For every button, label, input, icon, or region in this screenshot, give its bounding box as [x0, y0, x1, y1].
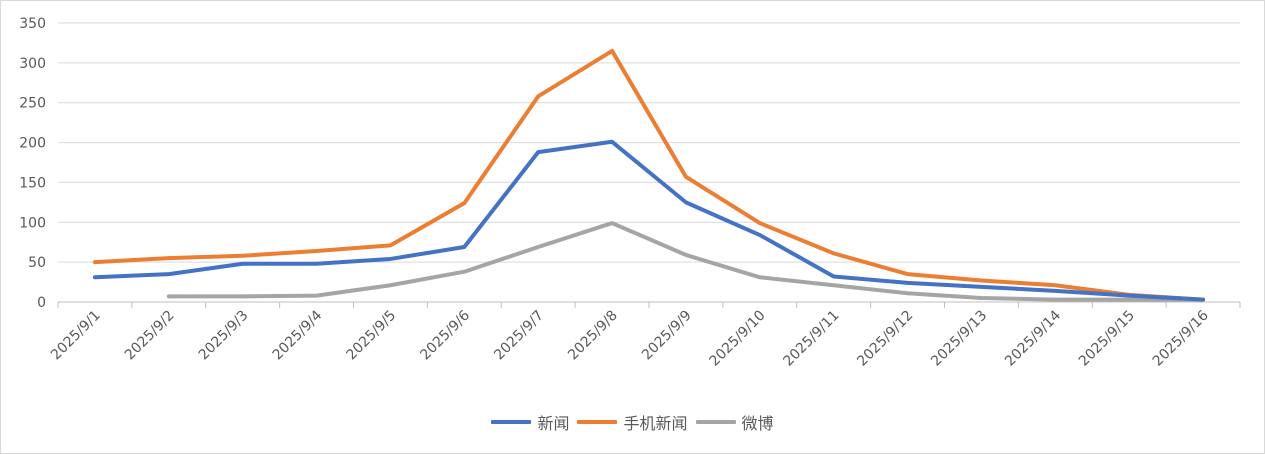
legend-swatch-series-2: [695, 420, 736, 424]
series-line-2: [166, 221, 1206, 302]
x-tick-label: 2025/9/14: [1002, 307, 1064, 369]
legend-item-series-1: 手机新闻: [577, 410, 688, 434]
series-lines: [92, 48, 1206, 302]
x-axis-tick-labels: 2025/9/1 2025/9/2 2025/9/3 2025/9/4 2025/9/5…: [48, 307, 1212, 369]
x-tick-label: 2025/9/13: [928, 308, 990, 370]
y-tick-label: 250: [19, 96, 46, 112]
x-axis: [57, 301, 1241, 308]
y-axis-tick-labels: 0 50 100 150 200 250 300 350: [19, 16, 46, 311]
gridlines: [58, 22, 1240, 263]
x-tick-label: 2025/9/4: [270, 307, 326, 363]
x-tick-label: 2025/9/9: [639, 308, 695, 364]
x-tick-label: 2025/9/7: [491, 308, 547, 364]
y-tick-label: 150: [19, 175, 46, 191]
legend-item-series-2: 微博: [695, 410, 774, 434]
legend-item-series-0: 新闻: [491, 410, 569, 434]
legend-label-series-2: 微博: [741, 414, 774, 433]
series-line-1: [92, 48, 1206, 302]
x-tick-label: 2025/9/1: [48, 308, 104, 364]
x-tick-label: 2025/9/3: [196, 308, 252, 364]
legend-label-series-0: 新闻: [537, 414, 570, 433]
y-tick-label: 50: [28, 255, 46, 271]
x-tick-label: 2025/9/15: [1076, 308, 1138, 370]
legend: 新闻 手机新闻 微博: [0, 409, 1265, 435]
x-tick-label: 2025/9/2: [122, 308, 178, 364]
y-tick-label: 100: [19, 215, 46, 231]
y-tick-label: 300: [19, 56, 46, 72]
y-tick-label: 200: [19, 136, 46, 152]
legend-label-series-1: 手机新闻: [623, 414, 688, 433]
y-tick-label: 350: [19, 16, 46, 32]
legend-swatch-series-1: [577, 420, 618, 424]
x-tick-label: 2025/9/8: [565, 308, 621, 364]
legend-swatch-series-0: [491, 420, 532, 424]
y-tick-label: 0: [37, 295, 46, 311]
x-tick-label: 2025/9/12: [854, 308, 916, 370]
x-tick-label: 2025/9/10: [707, 308, 769, 370]
series-line-0: [92, 139, 1206, 302]
x-tick-label: 2025/9/5: [343, 308, 399, 364]
x-tick-label: 2025/9/16: [1150, 307, 1212, 369]
x-tick-label: 2025/9/11: [780, 308, 842, 370]
x-tick-label: 2025/9/6: [417, 307, 473, 363]
